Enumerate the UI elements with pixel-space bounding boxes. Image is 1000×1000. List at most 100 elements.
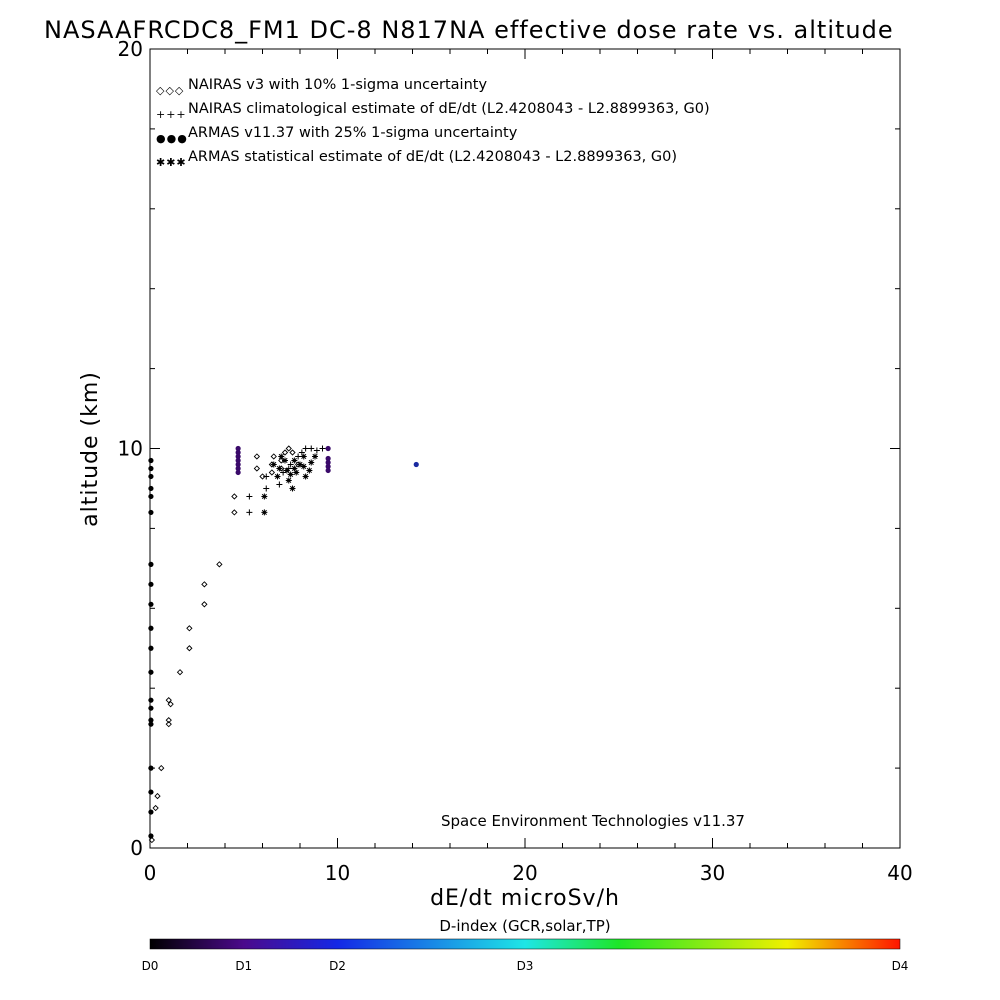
legend: ◇◇◇ NAIRAS v3 with 10% 1-sigma uncertaint…	[156, 77, 710, 169]
nairas-point	[231, 493, 238, 500]
nairas-point	[152, 804, 159, 812]
nairas-climatology-point	[246, 493, 253, 500]
colorbar-labels: D0 D1 D2 D3 D4	[142, 959, 909, 973]
armas-statistical-point	[302, 473, 309, 480]
nairas-point	[165, 721, 172, 728]
nairas-climatology-point	[246, 509, 253, 516]
colorbar	[149, 938, 901, 950]
legend-symbol: +++	[156, 108, 187, 121]
armas-point	[148, 465, 154, 472]
armas-statistical-point	[274, 473, 281, 480]
armas-statistical-point	[291, 457, 298, 464]
armas-point	[325, 445, 331, 452]
legend-entry: NAIRAS v3 with 10% 1-sigma uncertainty	[188, 77, 487, 93]
armas-point	[148, 705, 154, 711]
y-tick-label: 20	[118, 37, 143, 61]
nairas-point	[165, 717, 172, 724]
armas-point	[148, 833, 154, 839]
nairas-point	[158, 764, 165, 772]
armas-statistical-point	[270, 461, 277, 468]
x-axis-label: dE/dt microSv/h	[430, 886, 620, 911]
nairas-point	[186, 625, 193, 632]
legend-symbol: ◇◇◇	[156, 84, 184, 97]
armas-point	[148, 645, 154, 651]
armas-point	[235, 453, 241, 460]
armas-point	[148, 669, 154, 675]
nairas-climatology-point	[287, 461, 294, 468]
x-tick-labels: 0 10 20 30 40	[144, 861, 913, 885]
nairas-point	[216, 561, 223, 568]
chart-title: NASAAFRCDC8_FM1 DC-8 N817NA effective do…	[44, 16, 894, 44]
armas-point	[235, 445, 241, 452]
armas-point	[148, 717, 154, 723]
armas-point	[148, 809, 154, 815]
nairas-climatology-point	[319, 445, 326, 452]
armas-statistical-point	[297, 461, 303, 468]
armas-point	[325, 455, 331, 462]
y-tick-labels: 0 10 20	[118, 37, 143, 860]
nairas-climatology-point	[276, 481, 283, 488]
y-axis-label: altitude (km)	[78, 371, 103, 527]
colorbar-label: D3	[517, 959, 534, 973]
armas-statistical-point	[300, 463, 307, 470]
armas-statistical-point	[308, 459, 315, 466]
armas-point	[325, 459, 331, 466]
armas-point	[148, 697, 154, 703]
nairas-point	[154, 792, 161, 800]
armas-statistical-point	[278, 453, 285, 460]
armas-statistical-point	[312, 453, 318, 460]
armas-statistical-point	[261, 509, 268, 516]
nairas-climatology-point	[263, 485, 270, 492]
y-tick-label: 0	[130, 836, 143, 860]
nairas-point	[231, 509, 238, 516]
legend-symbol: ✱✱✱	[156, 156, 187, 169]
nairas-climatology-point	[263, 473, 270, 480]
nairas-point	[278, 457, 285, 464]
armas-point	[148, 625, 154, 631]
armas-point	[148, 485, 154, 492]
legend-entry: NAIRAS climatological estimate of dE/dt …	[188, 101, 710, 117]
plot-frame	[149, 48, 901, 849]
armas-point	[235, 449, 241, 456]
armas-statistical-point	[282, 457, 288, 464]
x-tick-label: 0	[144, 861, 157, 885]
colorbar-label: D1	[235, 959, 252, 973]
armas-statistical-point	[300, 453, 307, 460]
axis-ticks	[149, 48, 901, 849]
armas-statistical-point	[287, 471, 294, 478]
armas-statistical-point	[276, 465, 283, 472]
armas-statistical-point	[291, 465, 298, 472]
x-tick-label: 30	[700, 861, 725, 885]
armas-point	[235, 469, 241, 476]
nairas-point	[165, 697, 172, 704]
x-tick-label: 10	[325, 861, 350, 885]
annotation-credit: Space Environment Technologies v11.37	[441, 812, 745, 830]
y-tick-label: 10	[118, 437, 143, 461]
nairas-climatology-point	[308, 445, 315, 452]
armas-point	[325, 467, 331, 474]
colorbar-label: D0	[142, 959, 159, 973]
armas-statistical-point	[293, 469, 300, 476]
nairas-point	[186, 645, 193, 652]
armas-statistical-point	[283, 467, 290, 474]
armas-statistical-point	[285, 477, 292, 484]
colorbar-label: D4	[892, 959, 909, 973]
legend-symbol: ●●●	[156, 132, 188, 145]
armas-point	[148, 561, 154, 567]
nairas-point	[270, 453, 277, 460]
armas-point	[148, 493, 154, 500]
data-marks	[148, 445, 419, 844]
nairas-point	[259, 473, 266, 480]
nairas-point	[268, 469, 276, 476]
armas-point	[235, 457, 241, 464]
armas-point	[148, 789, 154, 795]
nairas-point	[285, 445, 292, 452]
nairas-point	[253, 453, 261, 460]
armas-point	[148, 601, 154, 607]
armas-statistical-point	[289, 485, 296, 492]
nairas-point	[201, 581, 208, 588]
nairas-point	[148, 836, 156, 844]
armas-point	[148, 457, 154, 464]
nairas-point	[176, 669, 184, 676]
